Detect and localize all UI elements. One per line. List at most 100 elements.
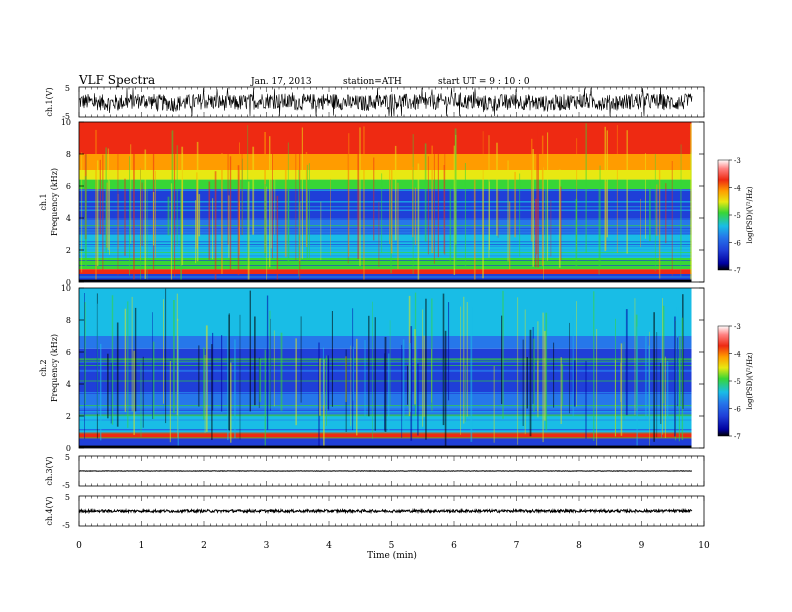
xtick-label: 9 (639, 541, 645, 551)
spectrogram-streak (299, 201, 301, 261)
ch4-ytick-bottom: -5 (62, 521, 70, 530)
ch1-spectrogram-yticks: 0 2 4 6 8 10 (61, 118, 704, 287)
xtick-label: 2 (201, 541, 207, 551)
spectrogram-streak (666, 360, 669, 425)
ytick-label: 0 (66, 444, 71, 453)
spectrogram-line (79, 440, 692, 441)
ytick-label: 2 (66, 412, 71, 421)
spectrogram-streak (300, 316, 302, 403)
spectrogram-streak (134, 307, 137, 412)
spectrogram-streak (227, 141, 229, 245)
spectrogram-streak (414, 329, 416, 405)
spectrogram-streak (381, 173, 383, 253)
spectrogram-streak (431, 145, 433, 253)
spectrogram-streak (117, 153, 119, 276)
spectrogram-streak (453, 145, 456, 275)
spectrogram-streak (656, 332, 658, 438)
spectrogram-streak (674, 316, 676, 437)
spectrogram-streak (142, 356, 144, 428)
spectrogram-streak (171, 130, 174, 259)
colorbar-tick-label: -5 (734, 378, 741, 386)
spectrogram-streak (258, 357, 260, 409)
spectrogram-streak (298, 169, 300, 277)
spectrogram-streak (99, 159, 101, 235)
spectrogram-streak (111, 295, 114, 425)
spectrogram-streak (208, 181, 211, 260)
spectrogram-streak (152, 192, 155, 246)
spectrogram-streak (229, 156, 232, 272)
spectrogram-line (79, 260, 692, 261)
spectrogram-streak (533, 338, 535, 412)
ch1-spectrogram-ylabel: ch.1 (39, 193, 48, 210)
spectrogram-streak (318, 342, 320, 447)
spectrogram-streak (454, 128, 457, 269)
spectrogram-streak (221, 335, 223, 412)
spectrogram-streak (155, 170, 156, 258)
spectrogram-streak (109, 180, 110, 255)
ch2-spectrogram-image (79, 288, 692, 448)
xtick-label: 4 (326, 541, 332, 551)
spectrogram-streak (247, 125, 249, 267)
spectrogram-streak (388, 353, 390, 431)
spectrogram-streak (573, 360, 576, 407)
spectrogram-streak (626, 130, 628, 254)
spectrogram-streak (96, 160, 99, 266)
spectrogram-band (79, 288, 692, 336)
spectrogram-streak (239, 314, 241, 440)
ch1-colorbar-ticks: -3 -4 -5 -6 -7 (729, 157, 741, 275)
spectrogram-streak (537, 360, 539, 411)
ch2-frequency-label: Frequency (kHz) (50, 334, 59, 402)
spectrogram-streak (295, 123, 297, 261)
spectrogram-streak (443, 165, 445, 254)
spectrogram-streak (322, 347, 324, 406)
spectrogram-streak (284, 158, 287, 257)
spectrogram-streak (550, 200, 552, 257)
spectrogram-streak (326, 355, 327, 426)
spectrogram-line (79, 241, 692, 243)
spectrogram-streak (661, 289, 662, 438)
spectrogram-streak (636, 326, 638, 446)
spectrogram-streak (301, 127, 303, 259)
colorbar-tick-label: -6 (734, 406, 741, 414)
spectrogram-streak (364, 340, 366, 418)
ch2-spectrogram-panel: 0 2 4 6 8 10 ch.2 Frequency (kHz) (39, 284, 705, 453)
spectrogram-streak (604, 126, 606, 252)
spectrogram-streak (679, 336, 681, 406)
spectrogram-streak (394, 145, 397, 241)
colorbar-tick-label: -7 (734, 267, 741, 275)
spectrogram-streak (180, 190, 182, 281)
spectrogram-streak (598, 186, 600, 275)
spectrogram-streak (165, 288, 167, 424)
spectrogram-streak (409, 343, 411, 412)
spectrogram-streak (576, 301, 577, 407)
spectrogram-streak (464, 163, 466, 267)
ch1-xticks (78, 87, 705, 117)
xtick-label: 6 (451, 541, 457, 551)
spectrogram-streak (416, 328, 418, 412)
figure-title: VLF Spectra (78, 73, 155, 87)
colorbar-tick-label: -5 (734, 212, 741, 220)
ch1-waveform-trace (78, 87, 693, 117)
spectrogram-lowline (79, 445, 692, 448)
spectrogram-line (79, 210, 692, 211)
spectrogram-streak (308, 163, 310, 260)
spectrogram-band (79, 432, 692, 439)
spectrogram-streak (228, 195, 230, 258)
spectrogram-line (79, 230, 692, 232)
spectrogram-streak (330, 178, 331, 256)
spectrogram-streak (124, 308, 127, 412)
ch4-waveform-trace (78, 507, 693, 515)
xtick-label: 10 (698, 541, 710, 551)
spectrogram-streak (170, 183, 173, 281)
spectrogram-line (79, 244, 692, 245)
time-axis: 0 1 2 3 4 5 6 7 8 9 10 (76, 541, 710, 551)
spectrogram-streak (254, 316, 256, 406)
spectrogram-streak (534, 198, 537, 268)
spectrogram-streak (389, 165, 391, 245)
spectrogram-line (79, 249, 692, 251)
ch3-ytick-bottom: -5 (62, 481, 70, 490)
spectrogram-streak (493, 366, 495, 443)
spectrogram-streak (541, 135, 544, 266)
spectrogram-streak (488, 135, 490, 258)
ch1-ytick-bottom: -5 (62, 112, 70, 121)
